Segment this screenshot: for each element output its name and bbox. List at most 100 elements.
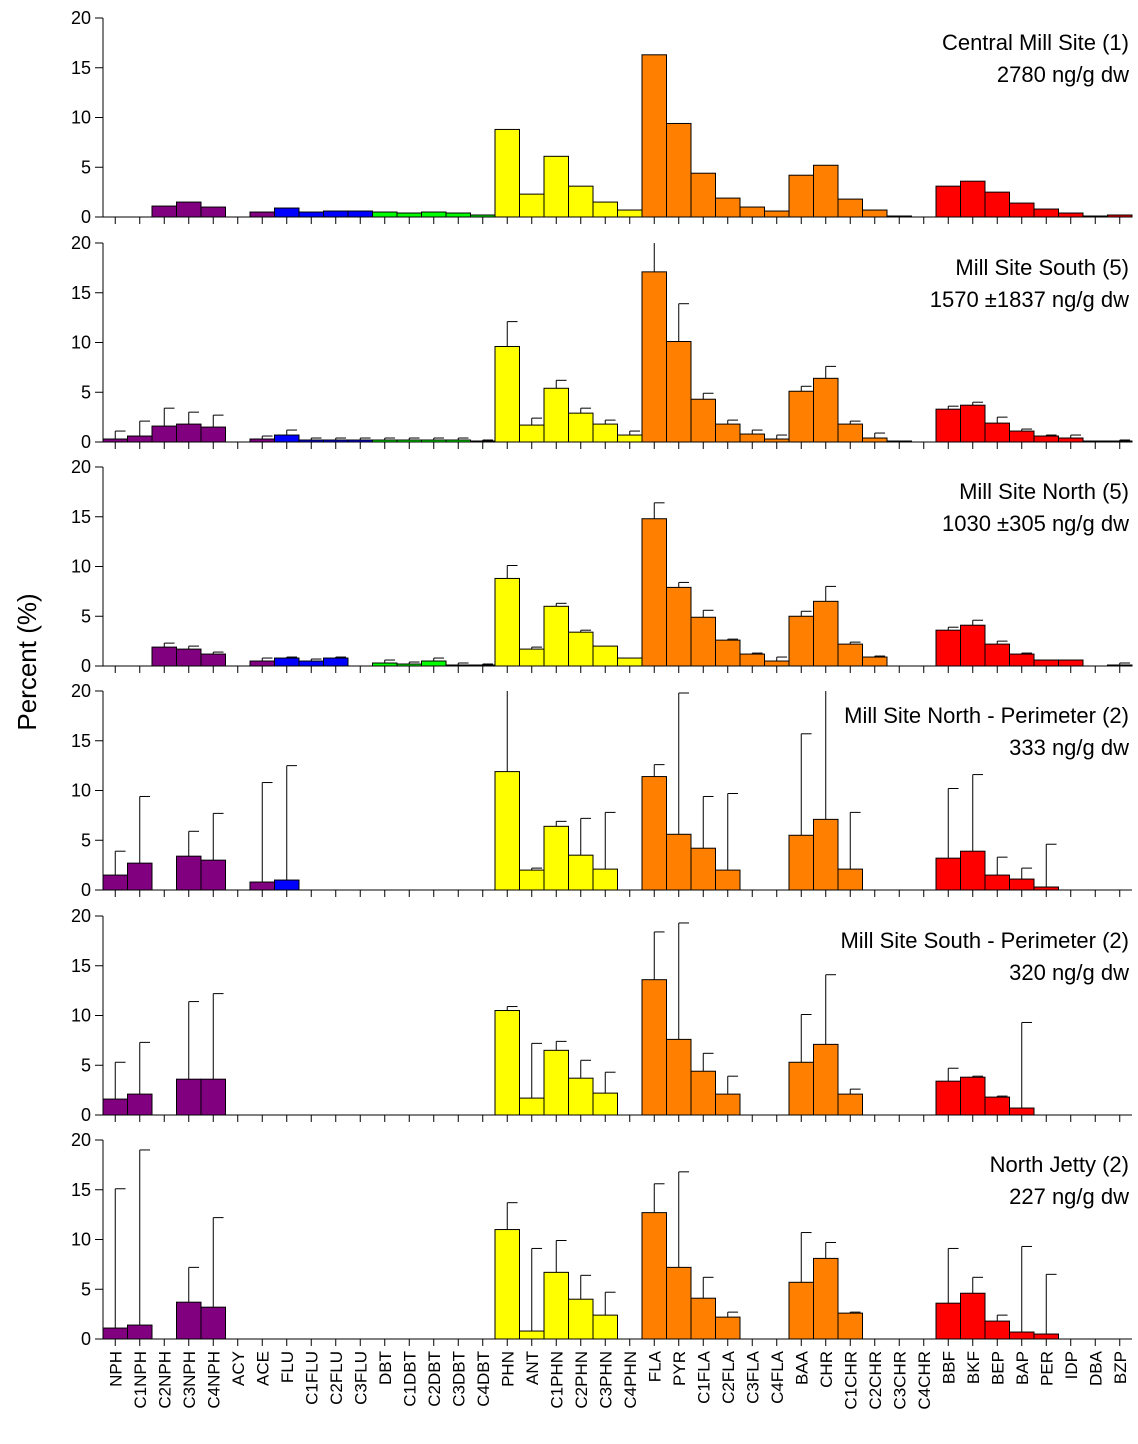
bar <box>421 660 447 667</box>
bar <box>519 869 545 891</box>
bar <box>690 172 716 218</box>
panel: 0 5 10 15 20 Mill Site North (5) 1030 ±305 ng/… <box>71 457 1133 676</box>
bar <box>788 1061 814 1116</box>
category-label: NPH <box>106 1351 125 1387</box>
category-label: CHR <box>817 1351 836 1388</box>
category-label: ANT <box>523 1351 542 1385</box>
bar <box>1009 878 1035 891</box>
bar <box>494 345 520 443</box>
bar <box>323 210 349 218</box>
bar <box>274 207 300 218</box>
bar <box>176 1301 202 1340</box>
bar <box>813 377 839 443</box>
bar <box>1033 435 1059 443</box>
y-tick-label: 0 <box>81 207 91 227</box>
y-tick-label: 10 <box>71 781 91 801</box>
bar <box>617 209 643 218</box>
y-tick-label: 10 <box>71 1006 91 1026</box>
y-tick-label: 0 <box>81 432 91 452</box>
bar <box>592 201 618 218</box>
y-axis-title: Percent (%) <box>12 593 42 730</box>
bar <box>543 387 569 443</box>
category-label: BBF <box>939 1351 958 1384</box>
bar <box>568 854 594 891</box>
bar <box>715 639 741 667</box>
bar <box>935 185 961 218</box>
bar <box>984 874 1010 891</box>
bar <box>543 1049 569 1116</box>
category-label: C4DBT <box>474 1351 493 1407</box>
bar <box>176 648 202 667</box>
bar <box>764 660 790 667</box>
category-label: C1FLU <box>302 1351 321 1405</box>
bar <box>960 624 986 667</box>
bar <box>788 174 814 218</box>
bar <box>127 1093 153 1116</box>
category-label: FLA <box>645 1350 664 1382</box>
y-tick-label: 5 <box>81 1055 91 1075</box>
bar <box>715 1093 741 1116</box>
category-label: C1PHN <box>547 1351 566 1409</box>
y-tick-label: 0 <box>81 1329 91 1349</box>
bar <box>543 155 569 218</box>
category-label: PHN <box>498 1351 517 1387</box>
category-label: C1DBT <box>400 1351 419 1407</box>
y-tick-label: 5 <box>81 830 91 850</box>
bar <box>1009 1107 1035 1116</box>
bar <box>666 341 692 443</box>
y-tick-label: 20 <box>71 233 91 253</box>
category-label: C2DBT <box>425 1351 444 1407</box>
bar <box>151 205 177 218</box>
bar <box>641 1212 667 1340</box>
bar <box>960 180 986 218</box>
y-tick-label: 5 <box>81 157 91 177</box>
y-tick-label: 15 <box>71 956 91 976</box>
bar <box>715 423 741 443</box>
panel-title: Mill Site North - Perimeter (2) <box>844 703 1129 728</box>
bar <box>617 657 643 667</box>
category-label: PYR <box>670 1351 689 1386</box>
bar <box>592 1314 618 1340</box>
category-label: C4PHN <box>621 1351 640 1409</box>
bar <box>788 390 814 443</box>
bar <box>494 771 520 891</box>
bar <box>984 643 1010 667</box>
bar <box>715 869 741 891</box>
y-tick-label: 5 <box>81 382 91 402</box>
bar <box>715 1316 741 1340</box>
bar <box>813 164 839 218</box>
bar <box>666 833 692 891</box>
bar <box>960 850 986 891</box>
category-label: C3FLU <box>351 1351 370 1405</box>
bar <box>617 434 643 443</box>
y-tick-label: 10 <box>71 333 91 353</box>
category-label: BAP <box>1013 1351 1032 1385</box>
bar <box>519 648 545 667</box>
bar <box>935 1302 961 1340</box>
y-tick-label: 0 <box>81 1105 91 1125</box>
panel: 0 5 10 15 20 Mill Site South - Perimeter (2) 3… <box>71 906 1132 1125</box>
bar <box>739 653 765 667</box>
bar <box>274 434 300 443</box>
bar <box>274 879 300 891</box>
bar <box>1009 653 1035 667</box>
bar <box>788 1281 814 1340</box>
bar <box>935 857 961 891</box>
bar <box>249 211 275 218</box>
category-label: BAA <box>792 1350 811 1385</box>
bar <box>960 404 986 443</box>
bar <box>1058 659 1084 667</box>
bar <box>1033 208 1059 218</box>
panel-title: Mill Site South (5) <box>955 255 1129 280</box>
panel-title: Mill Site North (5) <box>959 479 1129 504</box>
category-label: IDP <box>1062 1351 1081 1379</box>
bar <box>788 615 814 667</box>
bar <box>1033 659 1059 667</box>
bar <box>862 437 888 443</box>
y-tick-label: 20 <box>71 906 91 926</box>
bar <box>641 518 667 667</box>
category-label: ACE <box>253 1351 272 1386</box>
bar <box>568 185 594 218</box>
bar <box>274 657 300 667</box>
bar <box>298 211 324 218</box>
